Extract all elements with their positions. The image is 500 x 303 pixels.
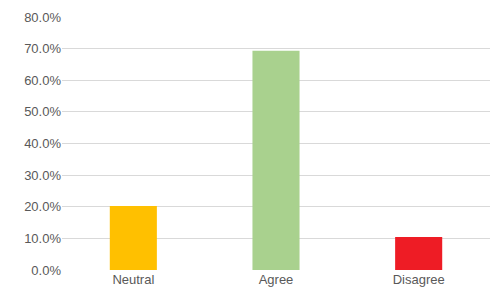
svg-text:0.0%: 0.0%: [31, 263, 61, 278]
svg-text:Agree: Agree: [259, 272, 294, 287]
svg-text:30.0%: 30.0%: [24, 168, 61, 183]
svg-text:50.0%: 50.0%: [24, 104, 61, 119]
svg-text:Disagree: Disagree: [393, 272, 445, 287]
svg-text:60.0%: 60.0%: [24, 73, 61, 88]
svg-text:Neutral: Neutral: [112, 272, 154, 287]
svg-text:20.0%: 20.0%: [24, 199, 61, 214]
svg-text:40.0%: 40.0%: [24, 136, 61, 151]
svg-text:10.0%: 10.0%: [24, 231, 61, 246]
svg-text:70.0%: 70.0%: [24, 41, 61, 56]
svg-text:80.0%: 80.0%: [24, 10, 61, 25]
